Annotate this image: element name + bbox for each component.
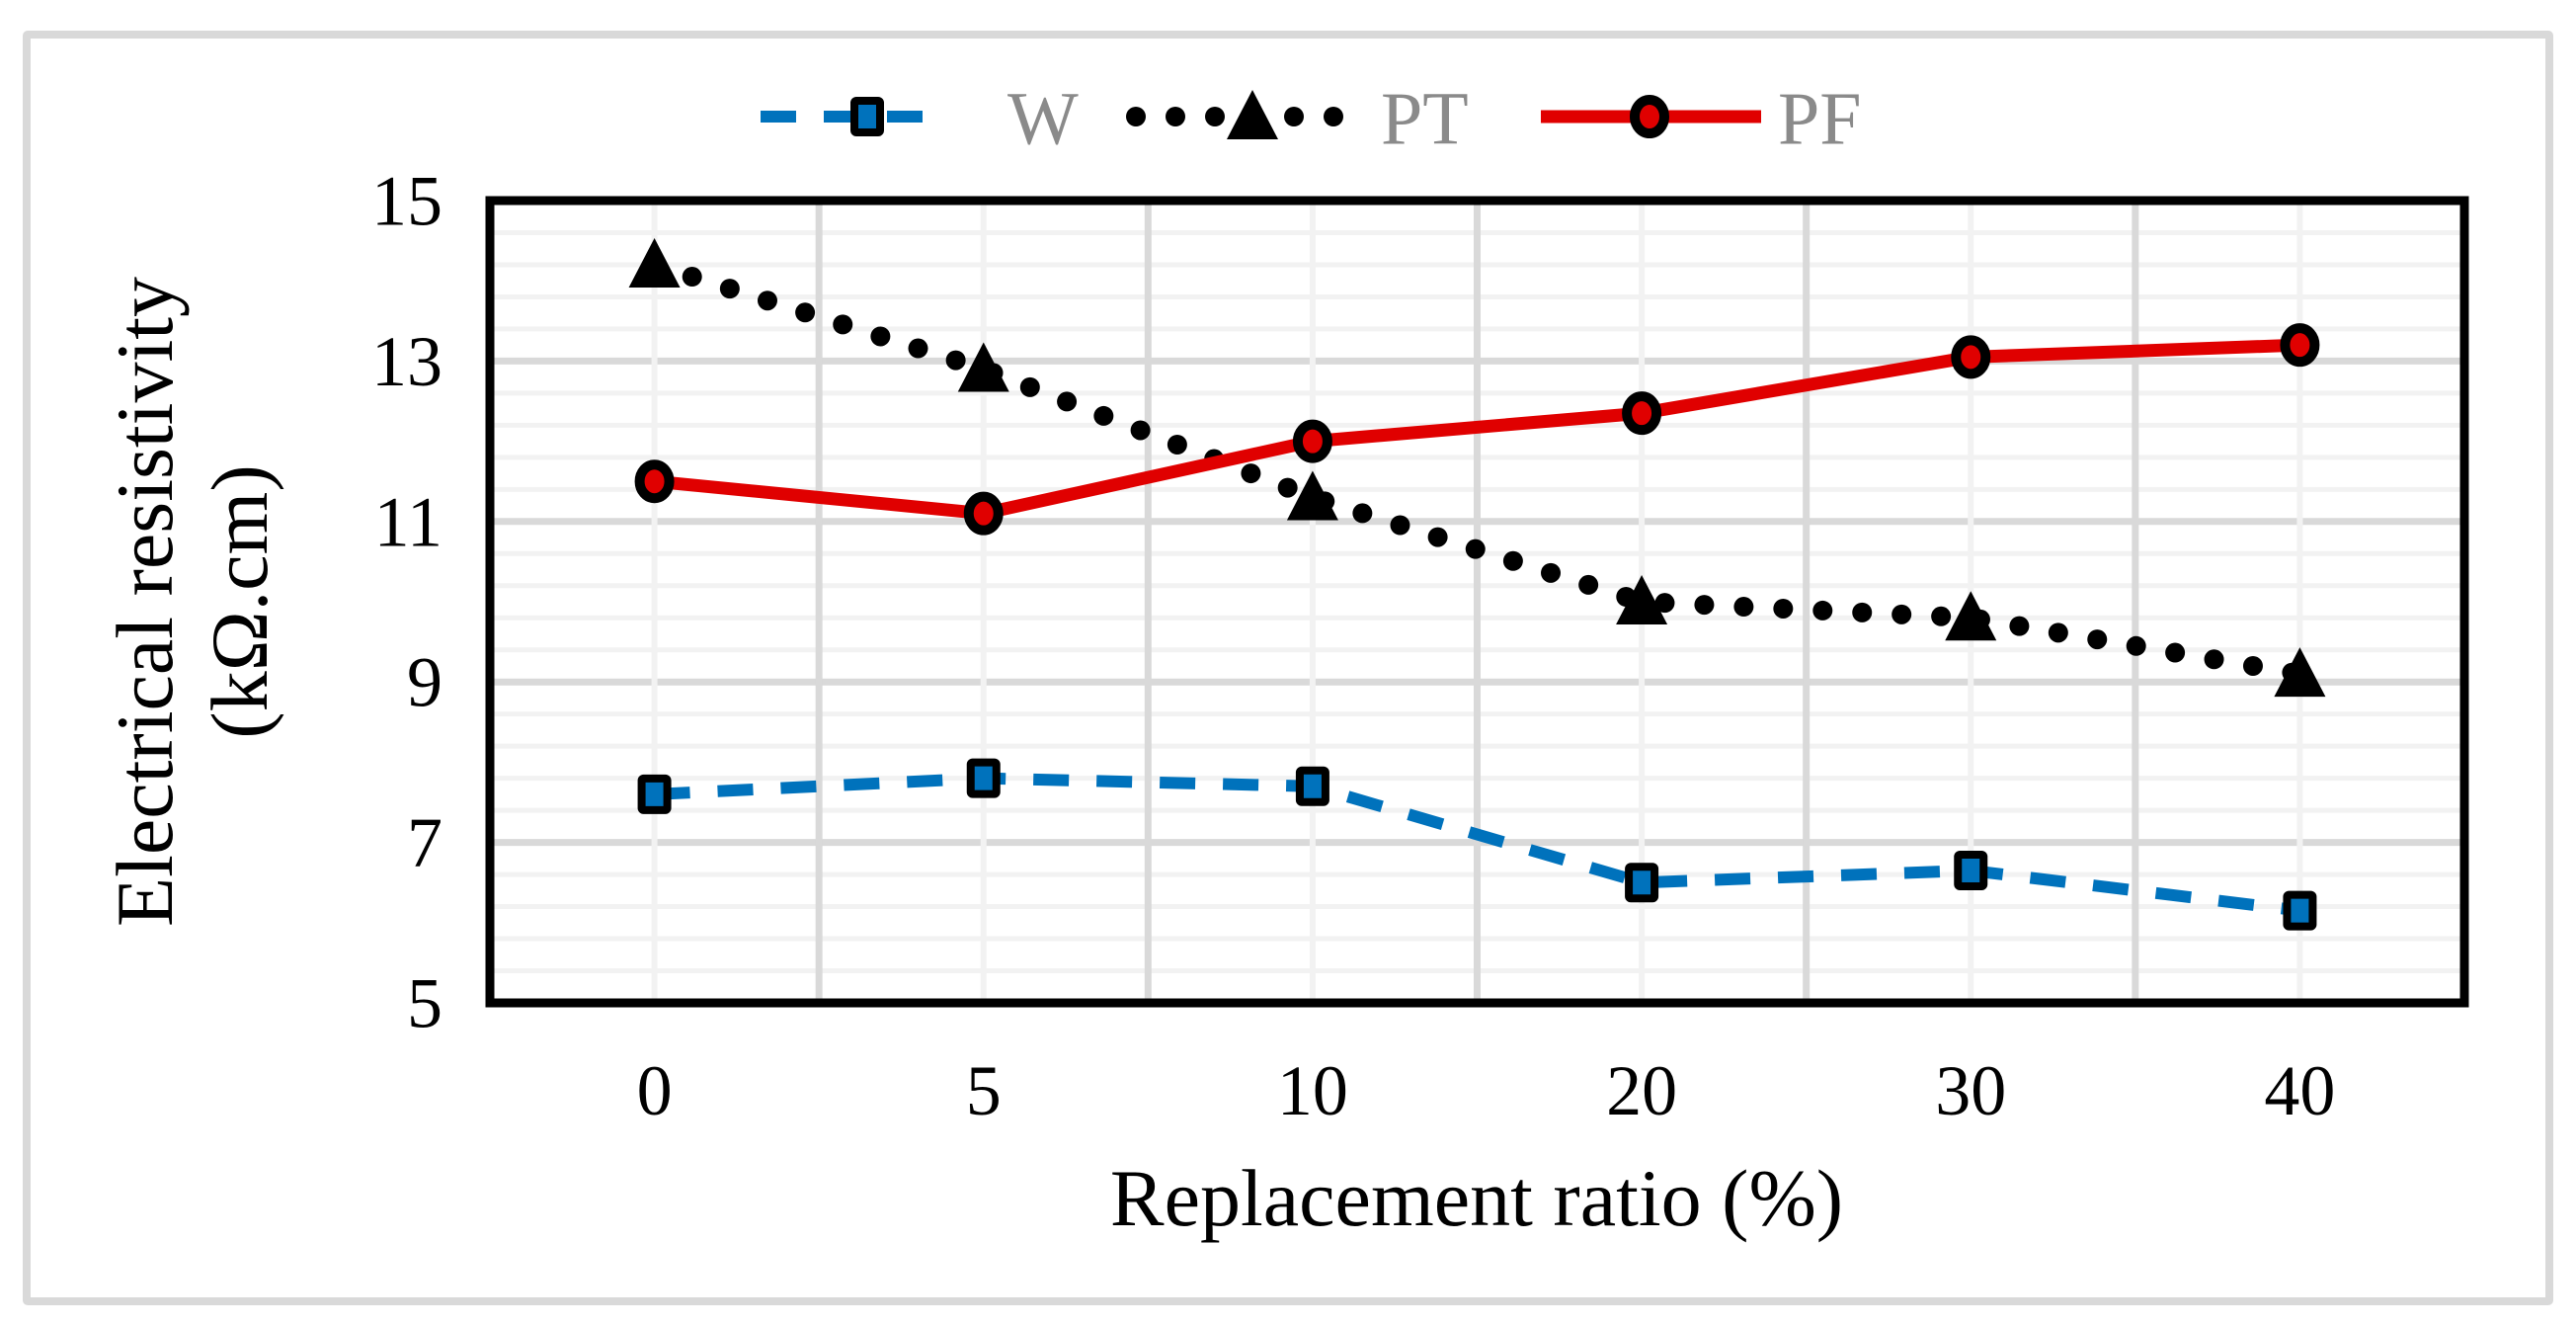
marker-W-4 [1954, 851, 1988, 891]
marker-W-5 [2283, 890, 2317, 931]
marker-W-1 [966, 758, 1001, 798]
legend-label-W: W [1007, 77, 1079, 160]
marker-PF-2 [1292, 419, 1332, 463]
gridlines [490, 201, 2464, 1003]
y-tick-label: 11 [374, 482, 443, 561]
x-tick-label: 40 [2264, 1051, 2335, 1130]
x-tick-label: 30 [1935, 1051, 2006, 1130]
legend-marker-PT [1227, 90, 1278, 139]
x-tick-label: 20 [1606, 1051, 1677, 1130]
marker-PT-2 [1286, 470, 1338, 521]
plot-border [485, 196, 2469, 1008]
y-axis-title-line1: Electrical resistivity [100, 277, 190, 927]
legend-label-PF: PF [1778, 77, 1862, 160]
marker-W-0 [637, 774, 672, 814]
y-axis-title-line2: (kΩ.cm) [195, 464, 284, 738]
x-tick-label: 10 [1277, 1051, 1348, 1130]
series-line-PT [644, 254, 2310, 685]
legend-marker-PF [1630, 95, 1669, 138]
marker-PF-3 [1622, 391, 1662, 436]
legend-marker-W [850, 97, 884, 136]
series-line-PF [653, 338, 2300, 521]
series-markers [628, 237, 2326, 931]
marker-PT-5 [2274, 647, 2326, 698]
series-line-W [654, 772, 2301, 917]
y-tick-label: 15 [371, 161, 443, 240]
marker-W-3 [1625, 863, 1659, 903]
y-axis-tick-labels: 15 13 11 9 7 5 [371, 161, 443, 1042]
marker-W-2 [1295, 766, 1329, 806]
legend-item-PF: PF [1541, 77, 1862, 160]
x-axis-tick-labels: 0 5 10 20 30 40 [637, 1051, 2336, 1130]
marker-PT-4 [1945, 591, 1997, 641]
figure-border [23, 31, 2553, 1305]
x-tick-label: 5 [966, 1051, 1002, 1130]
x-tick-label: 0 [637, 1051, 673, 1130]
marker-PT-0 [628, 237, 681, 288]
legend: W PT PF [761, 77, 1862, 160]
y-tick-label: 7 [407, 803, 443, 882]
legend-item-PT: PT [1126, 77, 1469, 160]
marker-PF-4 [1951, 335, 1991, 379]
marker-PF-5 [2280, 323, 2320, 368]
y-tick-label: 13 [371, 322, 443, 401]
series-lines [644, 254, 2310, 917]
x-axis-title: Replacement ratio (%) [1110, 1153, 1843, 1243]
y-tick-label: 9 [407, 643, 443, 722]
marker-PF-0 [634, 459, 675, 504]
marker-PT-3 [1616, 575, 1668, 624]
marker-PF-1 [963, 491, 1004, 536]
legend-item-W: W [761, 77, 1079, 160]
legend-label-PT: PT [1381, 77, 1469, 160]
marker-PT-1 [957, 342, 1009, 392]
y-tick-label: 5 [407, 963, 443, 1042]
